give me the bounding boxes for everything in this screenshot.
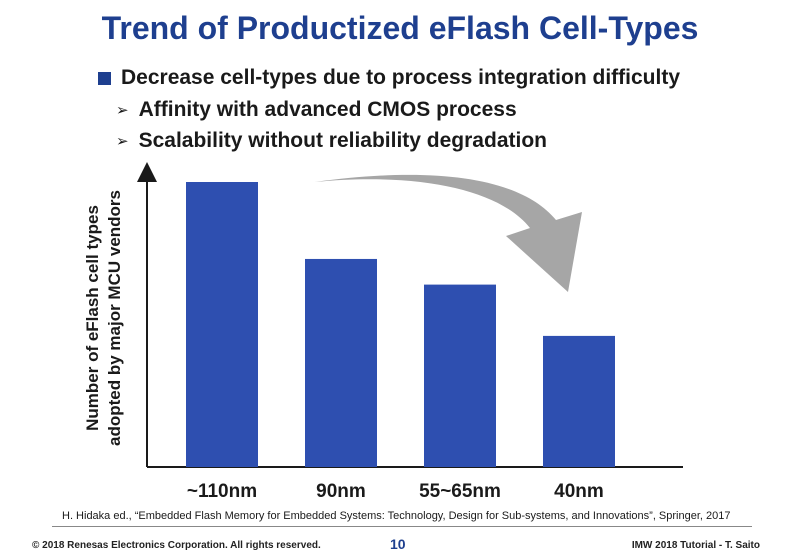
page-number: 10 [390,536,406,552]
y-axis-label-line2: adopted by major MCU vendors [105,190,124,446]
square-bullet-icon [98,71,111,85]
x-tick-label: 55~65nm [419,481,501,502]
x-tick-label: 40nm [554,481,604,502]
main-bullet-text: Decrease cell-types due to process integ… [121,66,680,89]
y-axis-label-line1: Number of eFlash cell types [83,205,102,431]
copyright: © 2018 Renesas Electronics Corporation. … [32,540,321,551]
bar-~110nm [186,182,258,467]
sub-bullet-text: Scalability without reliability degradat… [138,128,547,152]
bar-55~65nm [424,284,496,467]
footer-divider [52,526,752,527]
sub-bullet-text: Affinity with advanced CMOS process [138,97,517,121]
chevron-right-icon: ➢ [116,131,129,150]
bullet-list: Decrease cell-types due to process integ… [98,62,680,156]
slide-title: Trend of Productized eFlash Cell-Types [101,10,699,46]
x-tick-label: 90nm [316,481,366,502]
trend-arrow-icon [315,174,582,292]
x-tick-label: ~110nm [187,481,257,502]
event-credit: IMW 2018 Tutorial - T. Saito [631,540,760,551]
sub-bullet: ➢ Affinity with advanced CMOS process [116,94,680,125]
chevron-right-icon: ➢ [116,100,129,119]
bar-90nm [305,258,377,467]
sub-bullet: ➢ Scalability without reliability degrad… [116,125,680,156]
bar-40nm [543,335,615,467]
reference-citation: H. Hidaka ed., “Embedded Flash Memory fo… [62,510,731,522]
main-bullet: Decrease cell-types due to process integ… [98,62,680,94]
